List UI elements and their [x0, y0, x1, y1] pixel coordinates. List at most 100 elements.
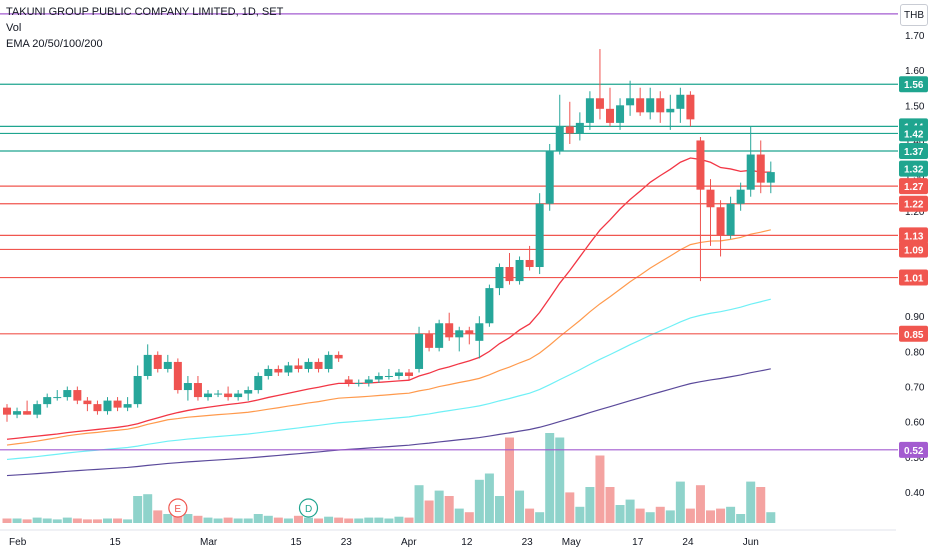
- candle-body: [274, 368, 283, 373]
- candle-body: [756, 154, 765, 183]
- volume-bar: [2, 518, 12, 523]
- level-label-box: [899, 143, 928, 160]
- volume-bar: [655, 506, 665, 523]
- volume-bar: [625, 499, 635, 523]
- level-label: 1.32: [904, 165, 924, 176]
- candle-body: [163, 361, 172, 369]
- candle-body: [405, 372, 413, 376]
- candle-body: [415, 333, 424, 369]
- level-label: 1.42: [904, 129, 924, 140]
- volume-bar: [203, 517, 213, 523]
- candle-body: [565, 126, 574, 134]
- volume-bar: [595, 455, 605, 523]
- candle-body: [495, 267, 504, 289]
- volume-bar: [746, 481, 756, 523]
- volume-bar: [665, 510, 675, 523]
- volume-bar: [243, 518, 253, 523]
- candle-body: [123, 404, 132, 408]
- volume-bar: [635, 508, 645, 523]
- volume-bar: [525, 508, 535, 523]
- candle-body: [766, 172, 775, 183]
- candle-body: [314, 361, 323, 369]
- candle-body: [535, 203, 544, 268]
- volume-bar: [464, 512, 474, 523]
- level-label-box: [899, 195, 928, 212]
- candle-body: [374, 375, 383, 380]
- level-label-box: [899, 160, 928, 177]
- volume-bar: [685, 508, 695, 523]
- candle-body: [696, 140, 705, 190]
- time-tick-label: Apr: [401, 537, 417, 548]
- ema50-line: [6, 229, 771, 446]
- volume-bar: [92, 519, 102, 523]
- candle-body: [676, 94, 685, 109]
- candle-body: [324, 354, 333, 369]
- volume-bar: [12, 518, 22, 523]
- volume-bar: [645, 512, 655, 523]
- candle-body: [515, 259, 524, 282]
- volume-bar: [314, 518, 324, 523]
- level-label: 1.56: [904, 80, 924, 91]
- candle-body: [33, 404, 42, 415]
- candle-body: [706, 189, 715, 208]
- candle-body: [224, 393, 233, 398]
- level-label: 1.27: [904, 182, 924, 193]
- candle-body: [636, 98, 645, 113]
- volume-bar: [253, 514, 263, 523]
- candle-body: [63, 390, 72, 398]
- candle-body: [214, 393, 223, 395]
- time-tick-label: 23: [522, 537, 534, 548]
- candle-body: [575, 122, 584, 134]
- candle-body: [354, 383, 363, 385]
- candle-body: [475, 323, 484, 341]
- currency-badge[interactable]: THB: [900, 4, 928, 26]
- ema200-line: [6, 368, 771, 477]
- volume-bar: [293, 515, 303, 523]
- volume-bar: [143, 494, 153, 523]
- volume-legend[interactable]: Vol: [6, 22, 22, 34]
- volume-bar: [163, 514, 173, 523]
- volume-bar: [444, 496, 454, 523]
- price-tick-label: 1.60: [905, 66, 925, 77]
- candle-body: [83, 400, 92, 405]
- event-marker-label: E: [174, 504, 181, 515]
- candle-body: [595, 98, 604, 109]
- volume-bar: [82, 519, 92, 523]
- candle-body: [244, 390, 253, 394]
- candle-body: [455, 330, 464, 338]
- price-tick-label: 1.30: [905, 172, 925, 183]
- volume-bar: [695, 485, 705, 523]
- volume-bar: [133, 496, 143, 523]
- volume-bar: [535, 512, 545, 523]
- candle-body: [133, 375, 142, 405]
- candle-body: [626, 98, 635, 106]
- level-label: 1.22: [904, 200, 924, 211]
- level-label-box: [899, 227, 928, 244]
- volume-bar: [374, 517, 384, 523]
- time-tick-label: Mar: [200, 537, 218, 548]
- candle-body: [394, 372, 403, 376]
- time-tick-label: 24: [682, 537, 694, 548]
- volume-bar: [72, 518, 82, 523]
- volume-bar: [575, 506, 585, 523]
- volume-bar: [726, 506, 736, 523]
- chart-title: TAKUNI GROUP PUBLIC COMPANY LIMITED, 1D,…: [6, 6, 284, 18]
- volume-bar: [223, 517, 233, 523]
- volume-bar: [113, 518, 123, 523]
- candle-body: [234, 393, 243, 398]
- level-label-box: [899, 241, 928, 258]
- volume-bar: [615, 505, 625, 523]
- volume-bar: [565, 492, 575, 523]
- ema-legend[interactable]: EMA 20/50/100/200: [6, 38, 103, 50]
- candle-body: [103, 400, 112, 412]
- candle-body: [585, 98, 594, 123]
- volume-bar: [123, 519, 133, 523]
- ema100-line: [6, 298, 771, 461]
- candle-body: [53, 397, 62, 399]
- level-label-box: [899, 441, 928, 458]
- candle-body: [716, 207, 725, 236]
- time-tick-label: 23: [341, 537, 353, 548]
- volume-bar: [756, 487, 766, 523]
- volume-bar: [344, 518, 354, 523]
